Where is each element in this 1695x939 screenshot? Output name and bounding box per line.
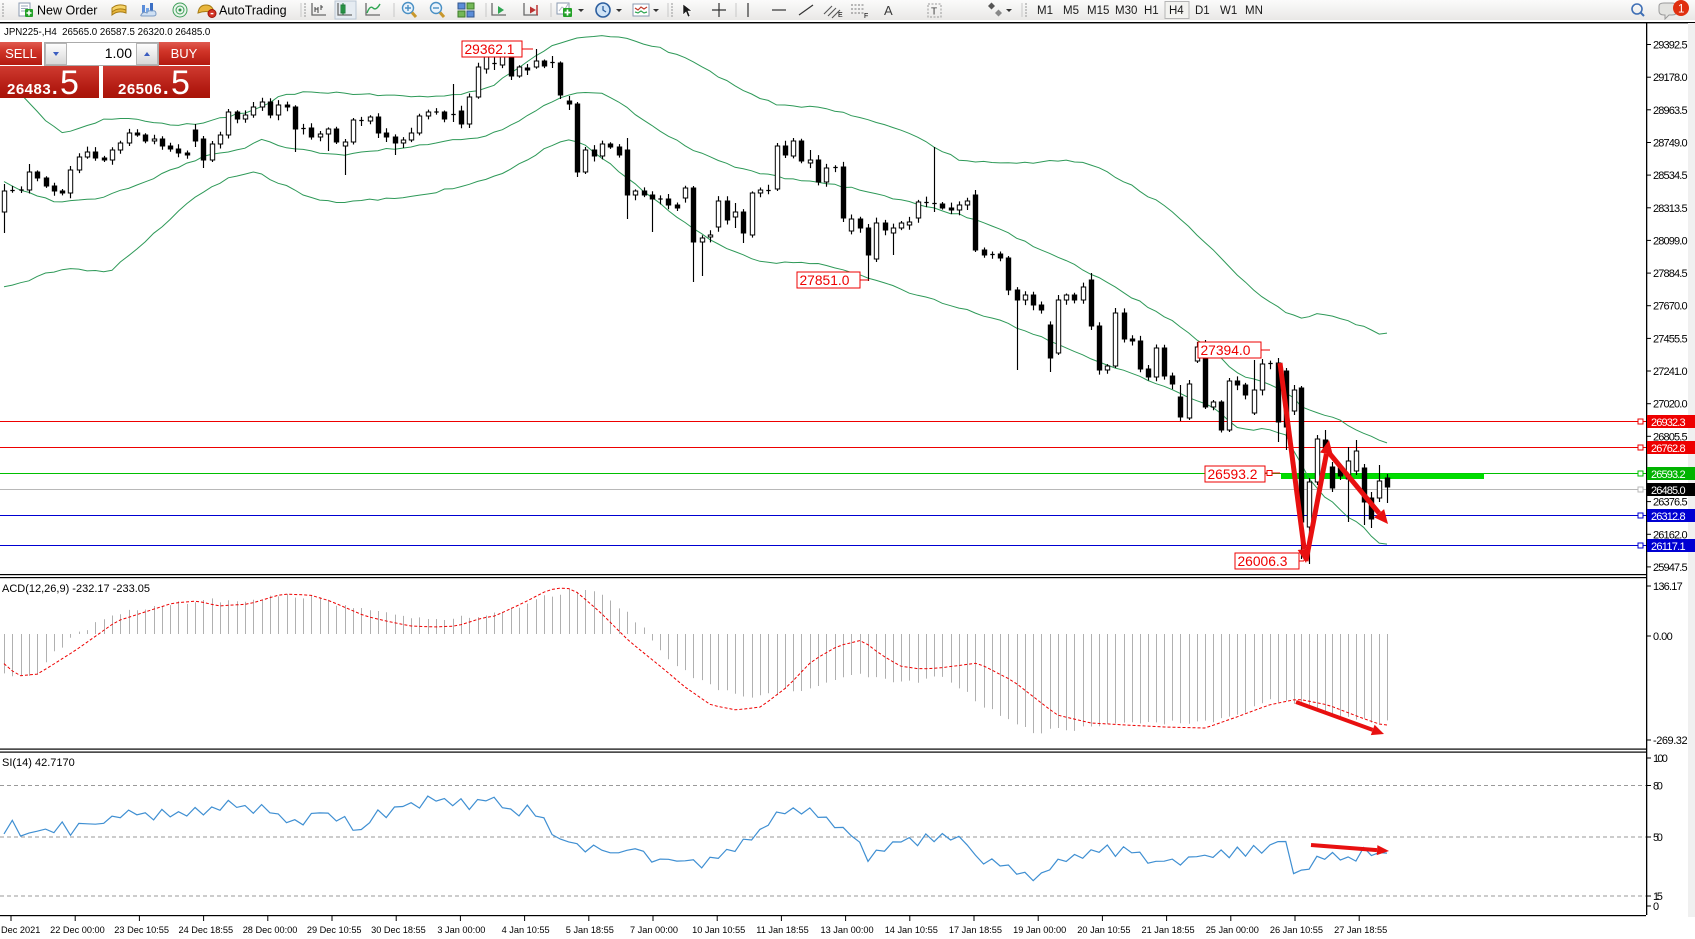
svg-text:27884.5: 27884.5 <box>1653 268 1688 280</box>
svg-text:28313.5: 28313.5 <box>1653 203 1688 215</box>
svg-text:A: A <box>884 3 893 18</box>
svg-text:22 Dec 00:00: 22 Dec 00:00 <box>50 925 105 935</box>
svg-text:26485.0: 26485.0 <box>1651 485 1686 497</box>
svg-text:10 Jan 10:55: 10 Jan 10:55 <box>692 925 745 935</box>
svg-text:26006.3: 26006.3 <box>1238 554 1288 569</box>
svg-text:28099.0: 28099.0 <box>1653 235 1688 247</box>
svg-text:26 Jan 10:55: 26 Jan 10:55 <box>1270 925 1323 935</box>
svg-text:23 Dec 10:55: 23 Dec 10:55 <box>114 925 169 935</box>
svg-text:New Order: New Order <box>37 4 97 18</box>
svg-text:26117.1: 26117.1 <box>1651 541 1686 553</box>
svg-text:H1: H1 <box>1144 5 1159 17</box>
svg-text:0: 0 <box>1653 901 1659 913</box>
svg-text:7 Jan 00:00: 7 Jan 00:00 <box>630 925 678 935</box>
svg-text:26162.0: 26162.0 <box>1653 529 1688 541</box>
svg-text:24 Dec 18:55: 24 Dec 18:55 <box>179 925 234 935</box>
svg-text:29178.0: 29178.0 <box>1653 72 1688 84</box>
svg-text:25947.5: 25947.5 <box>1653 562 1688 574</box>
svg-text:E: E <box>838 12 843 19</box>
svg-text:100: 100 <box>1653 753 1668 765</box>
svg-text:ACD(12,26,9) -232.17 -233.05: ACD(12,26,9) -232.17 -233.05 <box>2 583 150 595</box>
svg-text:29 Dec 10:55: 29 Dec 10:55 <box>307 925 362 935</box>
svg-text:28749.0: 28749.0 <box>1653 138 1688 150</box>
svg-text:W1: W1 <box>1220 5 1237 17</box>
svg-text:M15: M15 <box>1087 5 1109 17</box>
svg-text:D1: D1 <box>1195 5 1210 17</box>
svg-text:13 Jan 00:00: 13 Jan 00:00 <box>821 925 874 935</box>
svg-text:29362.1: 29362.1 <box>465 42 515 57</box>
svg-text:27 Jan 18:55: 27 Jan 18:55 <box>1334 925 1387 935</box>
svg-text:27455.5: 27455.5 <box>1653 333 1688 345</box>
svg-text:26593.2: 26593.2 <box>1208 467 1258 482</box>
svg-text:30 Dec 18:55: 30 Dec 18:55 <box>371 925 426 935</box>
svg-text:25 Jan 00:00: 25 Jan 00:00 <box>1206 925 1259 935</box>
svg-text:50: 50 <box>1653 832 1663 844</box>
svg-text:80: 80 <box>1653 781 1663 793</box>
svg-text:1: 1 <box>1678 4 1684 16</box>
svg-text:Dec 2021: Dec 2021 <box>1 925 40 935</box>
svg-text:SI(14) 42.7170: SI(14) 42.7170 <box>2 757 75 769</box>
svg-text:19 Jan 00:00: 19 Jan 00:00 <box>1013 925 1066 935</box>
svg-text:0.00: 0.00 <box>1653 631 1673 643</box>
svg-text:28534.5: 28534.5 <box>1653 170 1688 182</box>
svg-text:M5: M5 <box>1063 5 1079 17</box>
svg-text:20 Jan 10:55: 20 Jan 10:55 <box>1077 925 1130 935</box>
svg-text:27394.0: 27394.0 <box>1201 343 1251 358</box>
svg-text:26376.5: 26376.5 <box>1653 497 1688 509</box>
svg-text:21 Jan 18:55: 21 Jan 18:55 <box>1142 925 1195 935</box>
svg-text:28963.5: 28963.5 <box>1653 105 1688 117</box>
svg-text:27851.0: 27851.0 <box>800 273 850 288</box>
svg-text:29392.5: 29392.5 <box>1653 40 1688 52</box>
svg-text:M30: M30 <box>1115 5 1137 17</box>
svg-text:4 Jan 10:55: 4 Jan 10:55 <box>502 925 550 935</box>
svg-text:17 Jan 18:55: 17 Jan 18:55 <box>949 925 1002 935</box>
svg-text:F: F <box>864 13 868 20</box>
svg-text:11 Jan 18:55: 11 Jan 18:55 <box>756 925 808 935</box>
svg-text:26593.2: 26593.2 <box>1651 469 1686 481</box>
svg-text:27670.0: 27670.0 <box>1653 301 1688 313</box>
svg-text:JPN225-,H4 26565.0 26587.5 26: JPN225-,H4 26565.0 26587.5 26320.0 26485… <box>4 27 211 38</box>
svg-text:26312.8: 26312.8 <box>1651 511 1686 523</box>
svg-text:M1: M1 <box>1037 5 1053 17</box>
svg-text:T: T <box>931 7 937 18</box>
svg-text:-269.32: -269.32 <box>1653 735 1688 747</box>
svg-text:15: 15 <box>1653 891 1663 903</box>
svg-text:26805.5: 26805.5 <box>1653 431 1688 443</box>
svg-text:H4: H4 <box>1169 5 1184 17</box>
svg-text:26762.8: 26762.8 <box>1651 443 1686 455</box>
svg-text:27020.0: 27020.0 <box>1653 399 1688 411</box>
svg-text:14 Jan 10:55: 14 Jan 10:55 <box>885 925 938 935</box>
svg-text:28 Dec 00:00: 28 Dec 00:00 <box>243 925 298 935</box>
svg-text:3 Jan 00:00: 3 Jan 00:00 <box>437 925 485 935</box>
svg-text:136.17: 136.17 <box>1653 581 1683 593</box>
svg-text:MN: MN <box>1245 5 1263 17</box>
svg-text:5 Jan 18:55: 5 Jan 18:55 <box>566 925 614 935</box>
svg-text:AutoTrading: AutoTrading <box>219 4 287 18</box>
svg-text:26932.3: 26932.3 <box>1651 417 1686 429</box>
svg-text:27241.0: 27241.0 <box>1653 366 1688 378</box>
